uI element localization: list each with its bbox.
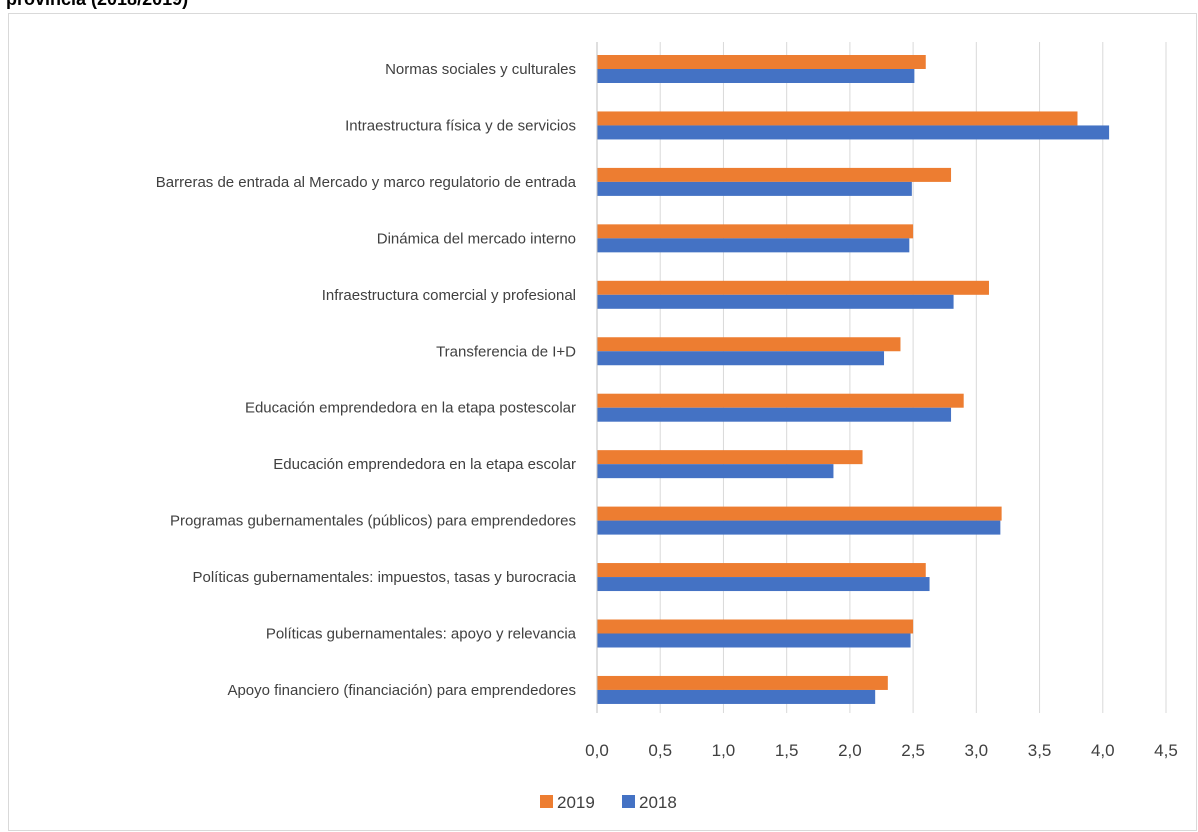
x-tick-label: 4,0 <box>1091 741 1115 760</box>
x-tick-label: 3,5 <box>1028 741 1052 760</box>
x-tick-label: 0,0 <box>585 741 609 760</box>
legend-label: 2018 <box>639 793 677 812</box>
bar-2019 <box>597 563 926 578</box>
category-label: Barreras de entrada al Mercado y marco r… <box>156 174 577 191</box>
bar-2018 <box>597 125 1110 140</box>
bar-2018 <box>597 238 910 253</box>
x-tick-label: 2,0 <box>838 741 862 760</box>
category-label: Normas sociales y culturales <box>385 61 576 78</box>
bar-2018 <box>597 69 915 83</box>
x-tick-label: 2,5 <box>901 741 925 760</box>
bar-2019 <box>597 619 914 634</box>
chart-title: provincia (2018/2019) <box>6 0 188 10</box>
bar-2018 <box>597 464 834 479</box>
bar-2019 <box>597 280 989 295</box>
bar-2019 <box>597 337 901 352</box>
category-label: Políticas gubernamentales: impuestos, ta… <box>192 569 576 586</box>
x-tick-label: 0,5 <box>648 741 672 760</box>
bar-2018 <box>597 577 930 592</box>
bar-2019 <box>597 111 1078 126</box>
bar-2018 <box>597 407 952 422</box>
bar-2018 <box>597 689 876 704</box>
category-label: Educación emprendedora en la etapa poste… <box>245 400 576 417</box>
bar-2019 <box>597 675 888 690</box>
bar-2019 <box>597 450 863 465</box>
category-label: Infraestructura comercial y profesional <box>322 287 576 304</box>
bar-2018 <box>597 351 885 366</box>
bar-2019 <box>597 224 914 239</box>
x-tick-label: 1,5 <box>775 741 799 760</box>
bar-2018 <box>597 520 1001 535</box>
legend-swatch-2019 <box>540 795 553 808</box>
category-label: Transferencia de I+D <box>436 343 576 360</box>
bar-2019 <box>597 393 964 408</box>
bar-2018 <box>597 181 912 196</box>
x-tick-label: 1,0 <box>712 741 736 760</box>
x-tick-label: 4,5 <box>1154 741 1178 760</box>
category-label: Apoyo financiero (financiación) para emp… <box>227 682 576 699</box>
category-label: Intraestructura física y de servicios <box>345 117 576 134</box>
category-label: Programas gubernamentales (públicos) par… <box>170 513 576 530</box>
category-label: Educación emprendedora en la etapa escol… <box>273 456 576 473</box>
legend-swatch-2018 <box>622 795 635 808</box>
bar-2019 <box>597 506 1002 521</box>
legend-label: 2019 <box>557 793 595 812</box>
category-label: Políticas gubernamentales: apoyo y relev… <box>266 626 577 643</box>
category-label: Dinámica del mercado interno <box>377 230 576 247</box>
bar-2019 <box>597 167 952 182</box>
bar-2018 <box>597 294 954 309</box>
x-tick-label: 3,0 <box>965 741 989 760</box>
bar-2019 <box>597 55 926 69</box>
bar-2018 <box>597 633 911 648</box>
